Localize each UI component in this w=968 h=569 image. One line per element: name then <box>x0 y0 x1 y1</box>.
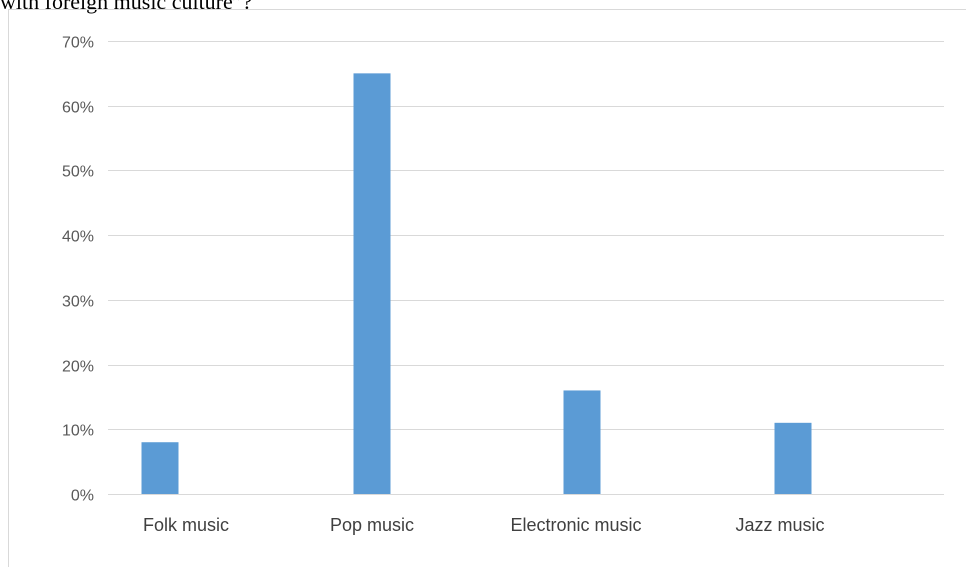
x-category-label: Pop music <box>330 515 414 535</box>
bar <box>353 73 391 494</box>
chart-frame <box>8 9 966 567</box>
bar <box>141 442 179 494</box>
gridlines <box>108 41 944 495</box>
bars <box>141 73 812 494</box>
x-category-label: Electronic music <box>510 515 641 535</box>
y-tick-label: 70% <box>62 35 94 52</box>
y-tick-label: 30% <box>62 294 94 311</box>
y-tick-label: 60% <box>62 100 94 117</box>
y-tick-label: 50% <box>62 164 94 181</box>
x-category-label: Folk music <box>143 515 229 535</box>
y-tick-label: 10% <box>62 423 94 440</box>
y-tick-label: 20% <box>62 359 94 376</box>
bar <box>563 390 601 494</box>
bar <box>774 422 812 494</box>
x-axis-labels: Folk music Pop music Electronic music Jazz … <box>143 515 825 535</box>
y-tick-label: 0% <box>71 488 94 505</box>
x-category-label: Jazz music <box>735 515 824 535</box>
y-axis-ticks: 0% 10% 20% 30% 40% 50% 60% 70% <box>62 35 94 505</box>
y-tick-label: 40% <box>62 229 94 246</box>
